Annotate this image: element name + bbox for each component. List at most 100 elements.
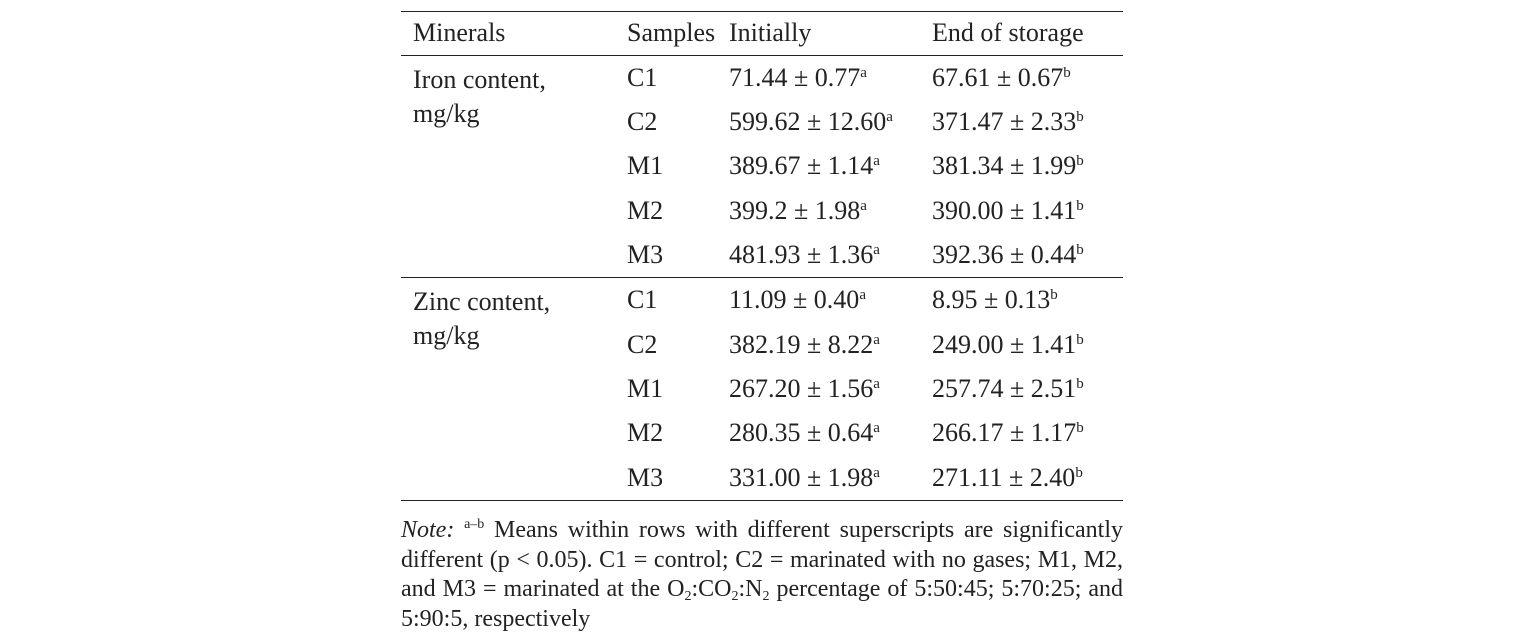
initial-value: 599.62 ± 12.60 (729, 107, 887, 137)
initial-superscript: a (859, 287, 866, 304)
end-value: 266.17 ± 1.17 (932, 418, 1077, 448)
header-minerals: Minerals (413, 18, 506, 48)
end-value-cell: 67.61 ± 0.67b (930, 56, 1123, 101)
initial-value-cell: 71.44 ± 0.77a (727, 56, 930, 101)
note-label: Note: (401, 517, 455, 543)
minerals-table: Minerals Samples Initially End of storag… (401, 11, 1123, 501)
note-subscript: 2 (731, 589, 739, 604)
note-subscript: 2 (684, 589, 692, 604)
initial-value-cell: 389.67 ± 1.14a (727, 145, 930, 189)
initial-value: 399.2 ± 1.98 (729, 195, 861, 225)
initial-value-cell: 331.00 ± 1.98a (727, 456, 930, 501)
sample-cell: C2 (627, 329, 658, 359)
end-value: 8.95 ± 0.13 (932, 285, 1051, 315)
mineral-label-zinc: Zinc content, mg/kg (401, 278, 615, 500)
initial-superscript: a (873, 464, 880, 481)
end-value: 381.34 ± 1.99 (932, 151, 1077, 181)
end-value-cell: 249.00 ± 1.41b (930, 323, 1123, 367)
table-row: M3 481.93 ± 1.36a 392.36 ± 0.44b (401, 233, 1123, 278)
initial-value-cell: 599.62 ± 12.60a (727, 100, 930, 144)
initial-value: 389.67 ± 1.14 (729, 151, 874, 181)
header-end-of-storage: End of storage (932, 18, 1084, 48)
end-value: 271.11 ± 2.40 (932, 462, 1076, 492)
sample-cell: C2 (627, 107, 658, 137)
end-superscript: b (1063, 64, 1071, 81)
end-value: 67.61 ± 0.67 (932, 62, 1064, 92)
initial-value-cell: 399.2 ± 1.98a (727, 189, 930, 233)
mineral-unit: mg/kg (413, 321, 480, 351)
end-value-cell: 8.95 ± 0.13b (930, 278, 1123, 323)
end-superscript: b (1075, 464, 1083, 481)
mineral-label-line: Iron content, (413, 65, 546, 94)
end-superscript: b (1076, 109, 1084, 126)
sample-cell: M1 (627, 151, 664, 181)
initial-superscript: a (873, 420, 880, 437)
initial-value-cell: 280.35 ± 0.64a (727, 411, 930, 455)
initial-value-cell: 267.20 ± 1.56a (727, 367, 930, 411)
end-value-cell: 371.47 ± 2.33b (930, 100, 1123, 144)
table-row: C2 599.62 ± 12.60a 371.47 ± 2.33b (401, 100, 1123, 144)
mineral-label-line: Zinc content, (413, 287, 551, 317)
note-text: percentage of 5:50:45; 5:70:25; and 5:90… (401, 576, 1124, 632)
initial-value: 280.35 ± 0.64 (729, 418, 874, 448)
header-samples: Samples (627, 18, 716, 48)
initial-superscript: a (860, 64, 867, 81)
note-text: :CO (691, 576, 732, 602)
end-value: 371.47 ± 2.33 (932, 107, 1077, 137)
initial-value-cell: 382.19 ± 8.22a (727, 323, 930, 367)
end-value: 257.74 ± 2.51 (932, 373, 1077, 403)
note-text: Means within rows with different supersc… (401, 517, 1123, 602)
initial-value-cell: 481.93 ± 1.36a (727, 233, 930, 278)
end-value-cell: 271.11 ± 2.40b (930, 456, 1123, 501)
sample-cell: M2 (627, 418, 664, 448)
end-superscript: b (1076, 153, 1084, 170)
initial-superscript: a (886, 109, 893, 126)
table-row: M1 389.67 ± 1.14a 381.34 ± 1.99b (401, 145, 1123, 189)
mineral-unit: mg/kg (413, 98, 480, 128)
table-row: M2 399.2 ± 1.98a 390.00 ± 1.41b (401, 189, 1123, 233)
sample-cell: C1 (627, 62, 658, 92)
sample-cell: M3 (627, 240, 664, 270)
initial-value: 267.20 ± 1.56 (729, 373, 874, 403)
initial-value: 71.44 ± 0.77 (729, 62, 861, 92)
end-value-cell: 392.36 ± 0.44b (930, 233, 1123, 278)
zinc-group: Zinc content, mg/kg C1 11.09 ± 0.40a 8.9… (401, 278, 1123, 501)
table-header: Minerals Samples Initially End of storag… (401, 11, 1123, 56)
table-row: Iron content, mg/kg C1 71.44 ± 0.77a 67.… (401, 56, 1123, 128)
initial-value: 11.09 ± 0.40 (729, 285, 860, 315)
end-value-cell: 381.34 ± 1.99b (930, 145, 1123, 189)
end-value-cell: 257.74 ± 2.51b (930, 367, 1123, 411)
end-superscript: b (1076, 242, 1084, 259)
minerals-table-container: Minerals Samples Initially End of storag… (401, 11, 1123, 501)
header-initially: Initially (729, 18, 812, 48)
sample-cell: M1 (627, 373, 664, 403)
iron-group: Iron content, mg/kg C1 71.44 ± 0.77a 67.… (401, 56, 1123, 278)
end-superscript: b (1076, 197, 1084, 214)
table-row: M2 280.35 ± 0.64a 266.17 ± 1.17b (401, 411, 1123, 455)
end-superscript: b (1076, 375, 1084, 392)
end-superscript: b (1050, 287, 1058, 304)
initial-value: 382.19 ± 8.22 (729, 329, 874, 359)
initial-superscript: a (873, 375, 880, 392)
end-value: 392.36 ± 0.44 (932, 240, 1077, 270)
end-superscript: b (1076, 331, 1084, 348)
table-row: M1 267.20 ± 1.56a 257.74 ± 2.51b (401, 367, 1123, 411)
table-row: M3 331.00 ± 1.98a 271.11 ± 2.40b (401, 456, 1123, 501)
initial-superscript: a (873, 331, 880, 348)
end-value: 249.00 ± 1.41 (932, 329, 1077, 359)
initial-value: 331.00 ± 1.98 (729, 462, 874, 492)
header-row: Minerals Samples Initially End of storag… (401, 11, 1123, 56)
initial-value: 481.93 ± 1.36 (729, 240, 874, 270)
initial-superscript: a (873, 153, 880, 170)
note-subscript: 2 (762, 589, 770, 604)
initial-value-cell: 11.09 ± 0.40a (727, 278, 930, 323)
initial-superscript: a (860, 197, 867, 214)
note-superscript: a–b (464, 517, 485, 532)
sample-cell: M3 (627, 462, 664, 492)
end-superscript: b (1076, 420, 1084, 437)
table-row: Zinc content, mg/kg C1 11.09 ± 0.40a 8.9… (401, 278, 1123, 351)
mineral-label-iron: Iron content, mg/kg (401, 56, 615, 278)
sample-cell: C1 (627, 285, 658, 315)
end-value: 390.00 ± 1.41 (932, 195, 1077, 225)
note-text: :N (738, 576, 763, 602)
